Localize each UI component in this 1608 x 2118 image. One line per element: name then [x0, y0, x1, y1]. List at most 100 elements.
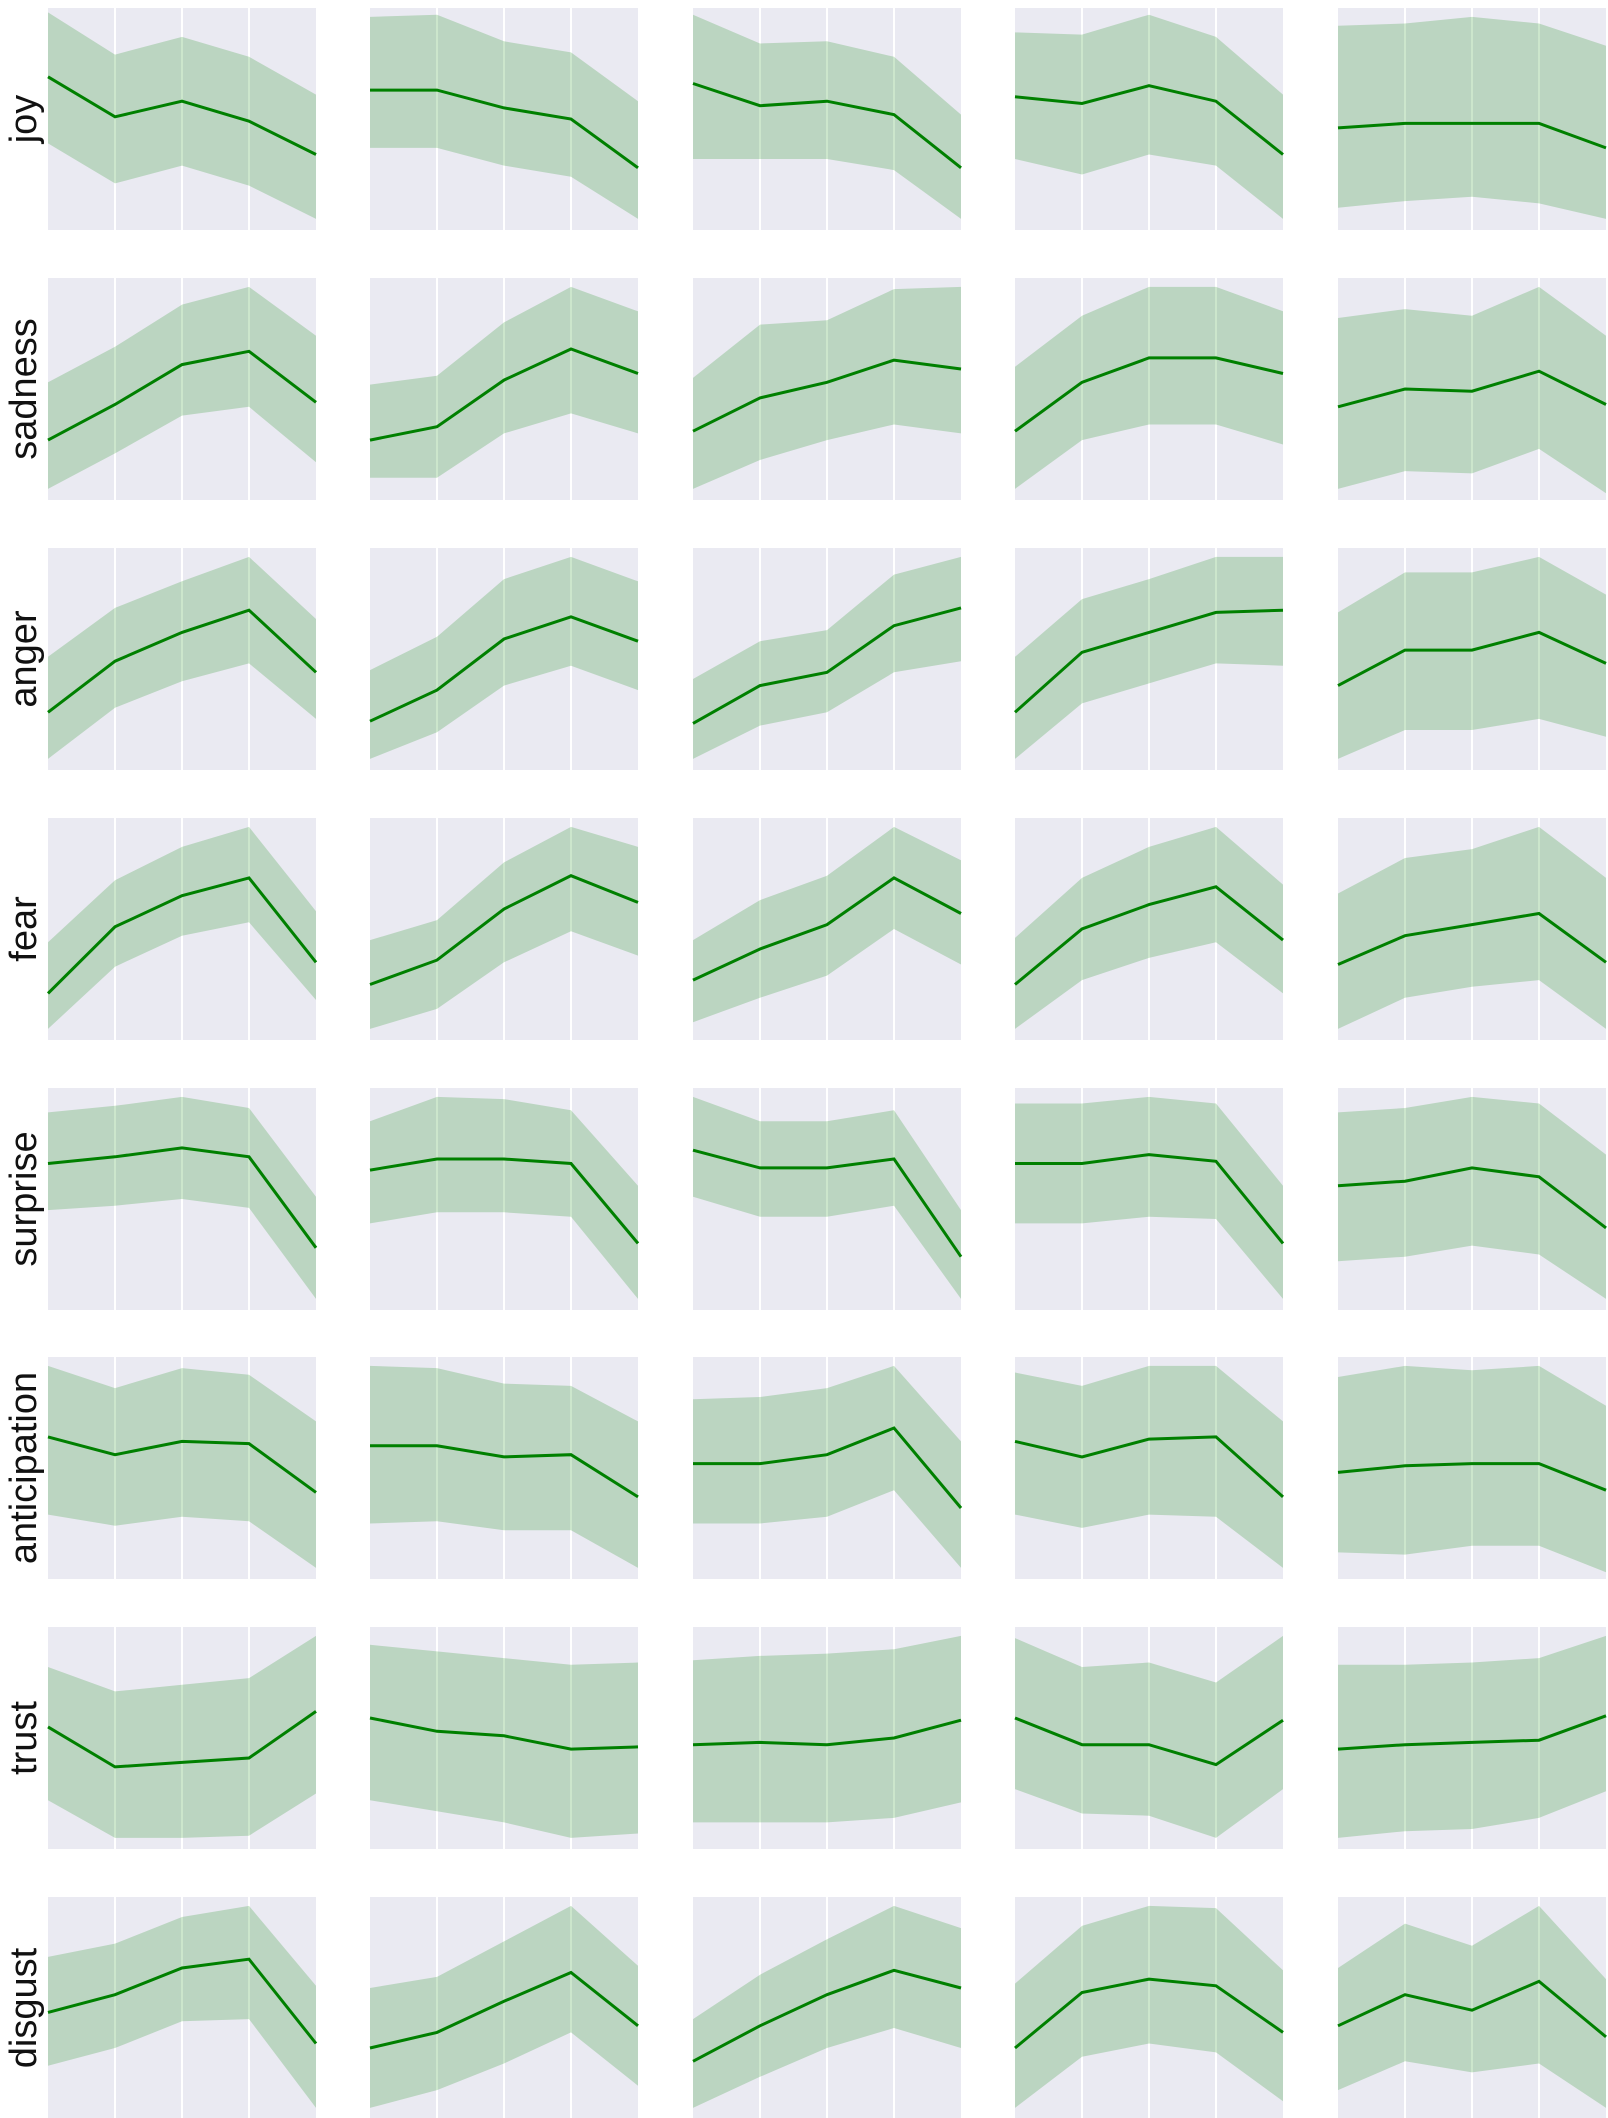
panel-sadness-2 [369, 278, 639, 500]
panel-joy-4 [1014, 8, 1284, 230]
panel-fear-5 [1337, 818, 1607, 1040]
mean-line [1014, 84, 1284, 156]
panel-anger-2 [369, 548, 639, 770]
panel-disgust-2 [369, 1897, 639, 2118]
mean-line [1337, 1714, 1607, 1751]
confidence-band [370, 1096, 638, 1299]
row-label-fear: fear [3, 896, 45, 962]
confidence-band [370, 556, 638, 759]
row-label-anger: anger [3, 610, 45, 708]
mean-line [369, 1157, 640, 1245]
row-label-joy: joy [3, 95, 45, 145]
panel-surprise-5 [1337, 1088, 1607, 1310]
confidence-band [370, 1644, 638, 1838]
panel-trust-3 [692, 1627, 962, 1849]
confidence-band [1015, 1635, 1283, 1838]
row-label-anticipation: anticipation [3, 1372, 45, 1564]
confidence-band [370, 1905, 638, 2108]
mean-line [47, 1957, 318, 2045]
row-label-disgust: disgust [3, 1947, 45, 2068]
panel-disgust-5 [1337, 1897, 1607, 2118]
confidence-band [48, 1905, 316, 2108]
panel-sadness-4 [1014, 278, 1284, 500]
panel-sadness-1 [47, 278, 317, 500]
panel-disgust-4 [1014, 1897, 1284, 2118]
mean-line [1337, 369, 1607, 409]
panel-disgust-3 [692, 1897, 962, 2118]
confidence-band [48, 556, 316, 759]
mean-line [369, 347, 639, 442]
mean-line [47, 349, 317, 442]
mean-line [692, 1968, 962, 2063]
mean-line [369, 874, 639, 986]
mean-line [692, 82, 962, 169]
panel-sadness-5 [1337, 278, 1607, 500]
row-sadness: sadness [3, 278, 1607, 500]
mean-line [1337, 1462, 1607, 1492]
confidence-band [1015, 286, 1283, 489]
panel-anticipation-3 [693, 1357, 963, 1579]
confidence-band [1015, 1365, 1283, 1568]
mean-line [370, 88, 639, 170]
confidence-band [48, 1096, 316, 1299]
mean-line [1014, 1435, 1285, 1499]
confidence-band [48, 12, 316, 219]
panel-surprise-2 [369, 1088, 640, 1310]
mean-line [369, 1970, 639, 2050]
panel-anticipation-5 [1337, 1357, 1607, 1579]
confidence-band [1015, 556, 1283, 759]
confidence-band [1338, 1905, 1606, 2108]
mean-line [692, 876, 962, 982]
confidence-band [48, 1365, 316, 1568]
panel-sadness-3 [692, 278, 962, 500]
mean-line [692, 1718, 962, 1747]
mean-line [1014, 1716, 1284, 1767]
confidence-band [1015, 1096, 1283, 1299]
confidence-band [1338, 16, 1606, 219]
mean-line [692, 606, 962, 725]
confidence-band [1338, 1096, 1606, 1299]
panel-joy-2 [370, 8, 639, 230]
panel-joy-5 [1337, 8, 1607, 230]
panel-surprise-4 [1015, 1088, 1285, 1310]
row-disgust: disgust [3, 1897, 1607, 2118]
mean-line [47, 1435, 317, 1494]
confidence-band [693, 556, 961, 759]
panel-fear-1 [46, 818, 318, 1040]
panel-anticipation-1 [47, 1357, 317, 1579]
mean-line [692, 358, 962, 433]
mean-line [370, 1444, 639, 1499]
panel-trust-5 [1337, 1627, 1607, 1849]
panel-joy-3 [692, 8, 962, 230]
mean-line [1337, 1979, 1607, 2039]
confidence-band [1015, 14, 1283, 219]
mean-line [369, 1716, 639, 1751]
confidence-band [370, 1365, 638, 1568]
mean-line [47, 1710, 317, 1769]
panel-trust-4 [1014, 1627, 1284, 1849]
confidence-band [1338, 556, 1606, 759]
panel-joy-1 [47, 8, 317, 230]
row-label-surprise: surprise [3, 1131, 45, 1266]
row-trust: trust [3, 1627, 1607, 1849]
confidence-band [1015, 826, 1283, 1029]
mean-line [47, 608, 318, 714]
panel-surprise-1 [47, 1088, 318, 1310]
panel-fear-3 [692, 818, 962, 1040]
confidence-band [1338, 826, 1606, 1029]
mean-line [1337, 911, 1607, 966]
panel-fear-4 [1014, 818, 1284, 1040]
panel-anger-5 [1337, 548, 1607, 770]
confidence-band [370, 826, 638, 1029]
confidence-band [693, 1096, 961, 1299]
row-fear: fear [3, 818, 1607, 1040]
row-surprise: surprise [3, 1088, 1607, 1310]
panel-surprise-3 [692, 1088, 963, 1310]
confidence-band [693, 1365, 961, 1568]
confidence-band [693, 1905, 961, 2108]
panel-anger-1 [47, 548, 318, 770]
confidence-band [693, 14, 961, 219]
confidence-band [370, 286, 638, 478]
mean-line [692, 1148, 963, 1258]
